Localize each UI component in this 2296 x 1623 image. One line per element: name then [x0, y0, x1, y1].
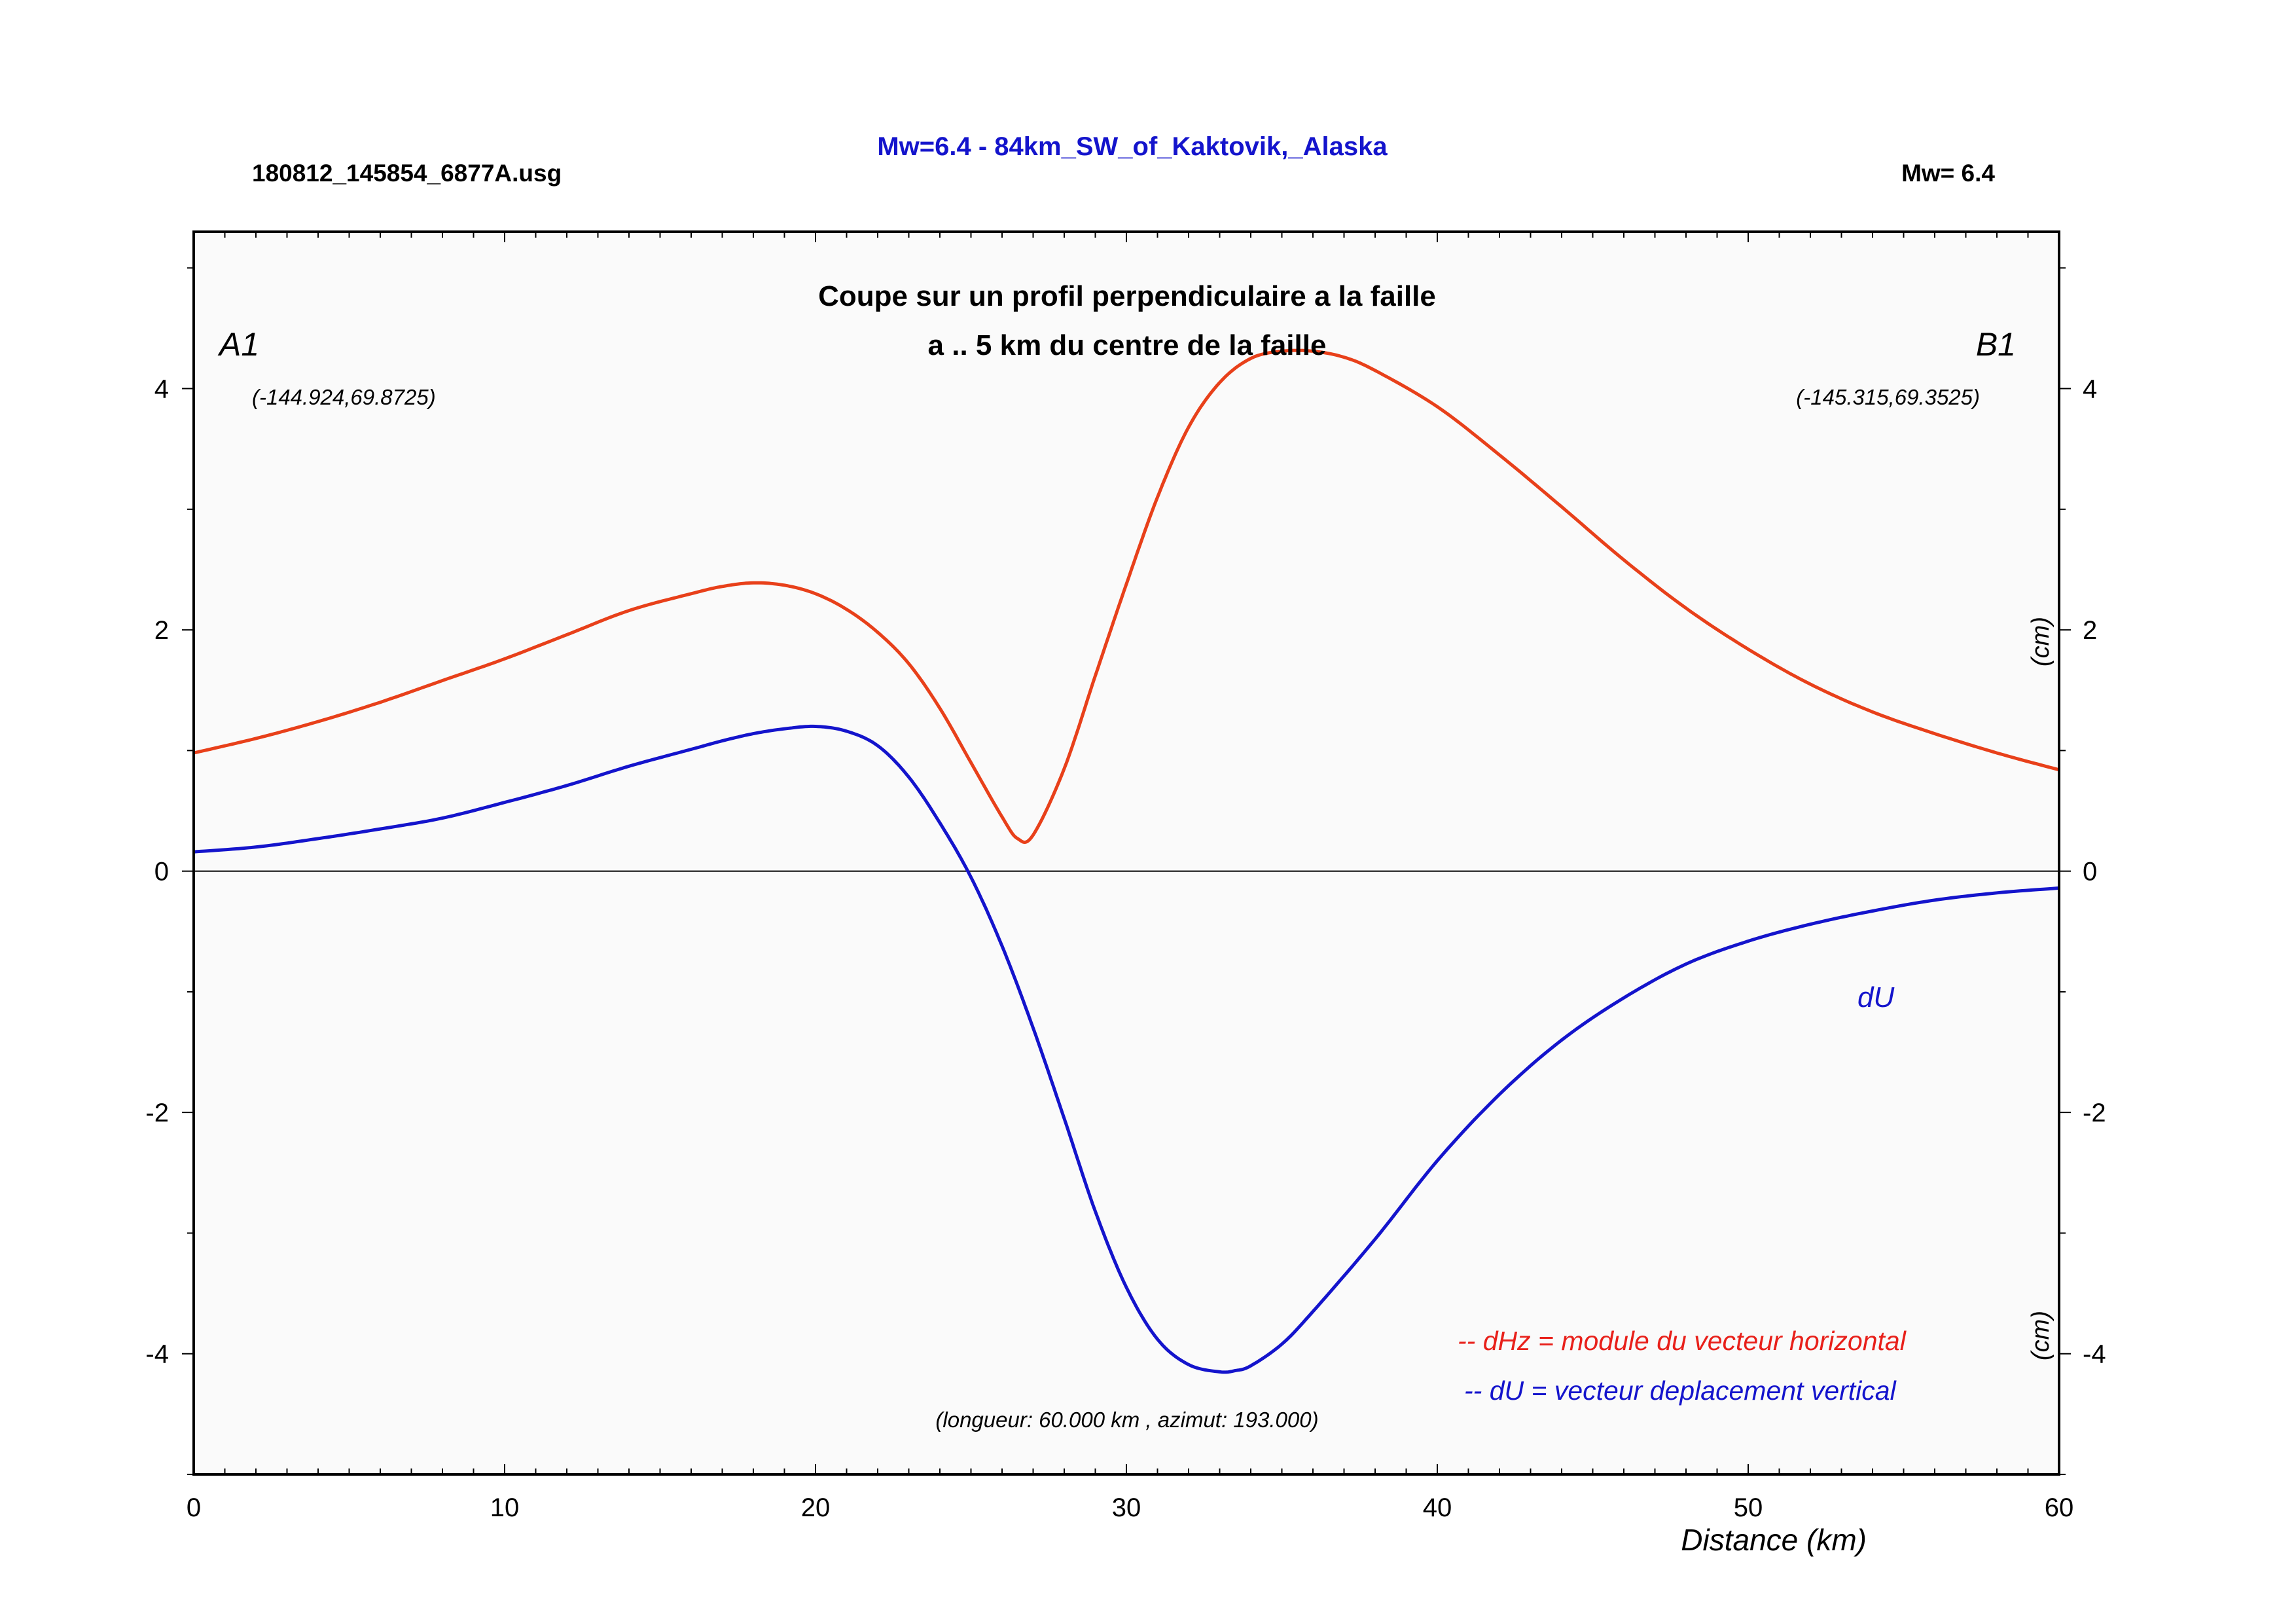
y-tick-label-right: -4 — [2083, 1340, 2106, 1369]
y-tick-label-right: 0 — [2083, 858, 2097, 886]
x-tick-label: 40 — [1423, 1493, 1452, 1522]
plot-area — [194, 232, 2059, 1474]
y-tick-label-right: 4 — [2083, 375, 2097, 404]
plot-subtitle: a .. 5 km du centre de la faille — [928, 329, 1327, 361]
y-tick-label-left: 4 — [154, 375, 169, 404]
plot-frame — [192, 230, 2060, 1476]
chart-title: Mw=6.4 - 84km_SW_of_Kaktovik,_Alaska — [877, 132, 1388, 161]
y-tick-label-right: -2 — [2083, 1099, 2106, 1127]
start-coordinates: (-144.924,69.8725) — [252, 385, 436, 409]
end-coordinates: (-145.315,69.3525) — [1796, 385, 1980, 409]
magnitude-label: Mw= 6.4 — [1901, 160, 1995, 187]
x-tick-label: 30 — [1112, 1493, 1141, 1522]
x-tick-label: 20 — [801, 1493, 831, 1522]
du-curve-label: dU — [1857, 981, 1894, 1013]
x-tick-label: 50 — [1734, 1493, 1763, 1522]
y-tick-label-left: 2 — [154, 616, 169, 645]
file-name: 180812_145854_6877A.usg — [252, 160, 562, 187]
y-axis-label-upper: (cm) — [2027, 617, 2054, 666]
y-tick-label-left: -4 — [145, 1340, 169, 1369]
plot-title: Coupe sur un profil perpendiculaire a la… — [818, 280, 1436, 312]
series-line-dhz — [193, 348, 2060, 844]
x-axis-label: Distance (km) — [1681, 1523, 1867, 1557]
y-axis-label-lower: (cm) — [2027, 1311, 2054, 1360]
x-tick-label: 60 — [2045, 1493, 2074, 1522]
legend-du: -- dU = vecteur deplacement vertical — [1464, 1376, 1897, 1406]
y-tick-label-right: 2 — [2083, 616, 2097, 645]
series-line-du — [193, 724, 2060, 1374]
x-tick-label: 0 — [187, 1493, 201, 1522]
start-point-label: A1 — [217, 326, 259, 363]
x-tick-label: 10 — [490, 1493, 520, 1522]
series-group — [193, 348, 2060, 1374]
y-tick-label-left: -2 — [145, 1099, 169, 1127]
axis-tick-labels: 0 10 20 30 40 50 60 -4 -4 -2 -2 0 0 2 2 4 4 — [145, 375, 2106, 1522]
end-point-label: B1 — [1976, 326, 2016, 363]
legend-dhz: -- dHz = module du vecteur horizontal — [1458, 1326, 1907, 1356]
profile-info: (longueur: 60.000 km , azimut: 193.000) — [935, 1408, 1318, 1432]
y-tick-label-left: 0 — [154, 858, 169, 886]
